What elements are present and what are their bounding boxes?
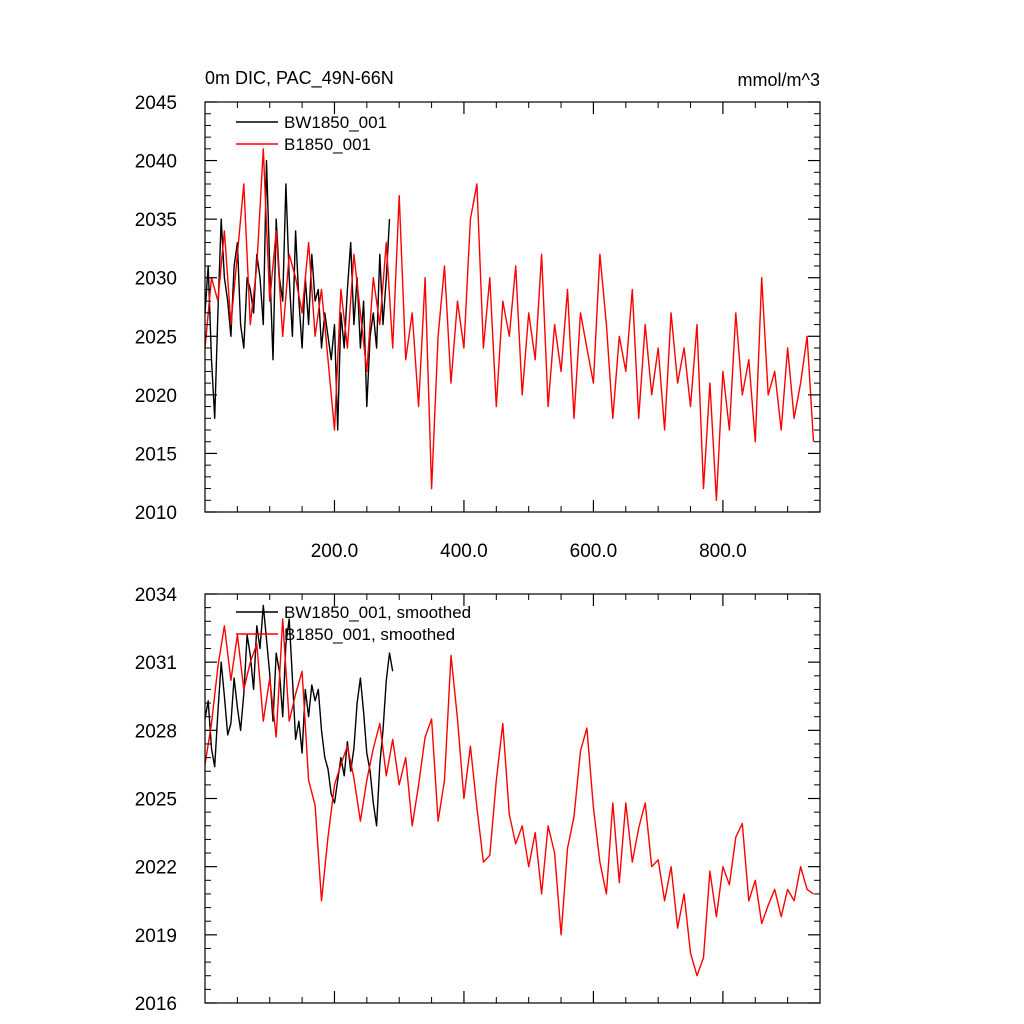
series-line-2 bbox=[204, 148, 815, 501]
y-tick-label: 2016 bbox=[135, 994, 177, 1015]
series-line-1 bbox=[204, 159, 391, 431]
legend-label-2: B1850_001 bbox=[284, 135, 371, 154]
plot-frame bbox=[204, 593, 821, 1004]
top-panel-legend: BW1850_001 B1850_001 bbox=[236, 113, 387, 154]
y-tick-label: 2020 bbox=[135, 386, 177, 407]
legend-label-2: B1850_001, smoothed bbox=[284, 625, 455, 644]
top-panel-title: 0m DIC, PAC_49N-66N bbox=[205, 68, 394, 89]
bottom-panel-axes: 2016 2019 2022 2025 2028 2031 2034 bbox=[135, 585, 821, 1015]
y-tick-label: 2031 bbox=[135, 653, 177, 674]
x-tick-label: 400.0 bbox=[440, 541, 488, 562]
bottom-panel-legend: BW1850_001, smoothed B1850_001, smoothed bbox=[236, 603, 471, 644]
y-tick-label: 2010 bbox=[135, 503, 177, 524]
y-tick-label: 2034 bbox=[135, 585, 178, 606]
x-tick-label: 800.0 bbox=[699, 541, 747, 562]
bottom-panel-series-lines bbox=[204, 604, 814, 977]
y-tick-label: 2035 bbox=[135, 210, 177, 231]
y-tick-label: 2030 bbox=[135, 269, 177, 290]
top-panel-axes: 200.0 400.0 600.0 800.0 2010 2015 2020 2025 2030… bbox=[135, 93, 821, 562]
y-tick-label: 2025 bbox=[135, 790, 177, 811]
y-tick-label: 2019 bbox=[135, 926, 177, 947]
x-tick-label: 200.0 bbox=[311, 541, 359, 562]
top-panel-units: mmol/m^3 bbox=[738, 70, 820, 90]
legend-label-1: BW1850_001, smoothed bbox=[284, 603, 471, 622]
series-line-2 bbox=[204, 618, 814, 977]
series-line-1 bbox=[204, 604, 394, 827]
y-tick-label: 2040 bbox=[135, 152, 177, 173]
y-tick-label: 2022 bbox=[135, 858, 177, 879]
y-tick-label: 2025 bbox=[135, 327, 177, 348]
y-tick-label: 2045 bbox=[135, 93, 177, 114]
y-tick-label: 2015 bbox=[135, 444, 177, 465]
legend-label-1: BW1850_001 bbox=[284, 113, 387, 132]
plot-frame bbox=[204, 101, 821, 513]
y-tick-label: 2028 bbox=[135, 721, 177, 742]
x-tick-label: 600.0 bbox=[570, 541, 618, 562]
bottom-panel: 2016 2019 2022 2025 2028 2031 2034 BW1850_001,… bbox=[135, 585, 821, 1015]
top-panel-series-lines bbox=[204, 148, 815, 501]
top-panel: 0m DIC, PAC_49N-66N mmol/m^3 200.0 400.0 6… bbox=[135, 68, 821, 562]
